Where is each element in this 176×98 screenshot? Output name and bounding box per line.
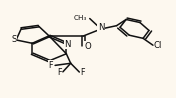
Text: F: F xyxy=(58,68,62,77)
Text: CH₃: CH₃ xyxy=(73,15,87,21)
Text: F: F xyxy=(49,61,53,70)
Text: F: F xyxy=(80,69,85,78)
Text: O: O xyxy=(85,42,91,51)
Text: N: N xyxy=(64,40,71,49)
Text: S: S xyxy=(12,34,17,44)
Text: N: N xyxy=(98,23,104,32)
Text: Cl: Cl xyxy=(154,41,162,50)
